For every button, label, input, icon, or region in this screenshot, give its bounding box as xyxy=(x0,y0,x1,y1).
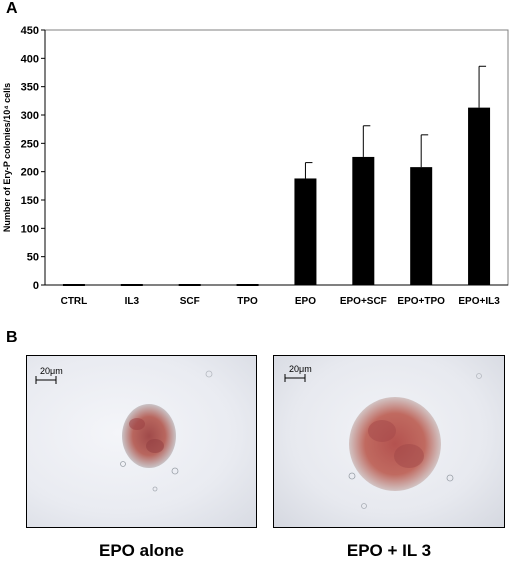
colony-small-image xyxy=(35,370,213,492)
x-tick-label: EPO+TPO xyxy=(397,296,445,307)
panel-b-label: B xyxy=(6,329,18,346)
y-axis-label: Number of Ery-P colonies/10⁴ cells xyxy=(2,83,12,232)
y-tick-label: 250 xyxy=(21,138,39,150)
colony-large-image xyxy=(284,373,482,509)
y-tick-label: 450 xyxy=(21,25,39,37)
x-tick-label: IL3 xyxy=(125,296,140,307)
micrograph-epo-il3: 20μm xyxy=(273,355,505,528)
micrograph-epo-alone: 20μm xyxy=(26,355,257,528)
scale-bar-label: 20μm xyxy=(40,366,63,376)
bar-epo-tpo xyxy=(410,167,433,285)
caption-epo-alone: EPO alone xyxy=(98,541,185,560)
y-tick-label: 100 xyxy=(21,223,39,235)
y-tick-label: 150 xyxy=(21,195,39,207)
panel-a-label: A xyxy=(6,0,18,17)
bar-epo-scf xyxy=(352,156,375,285)
x-tick-label: EPO+SCF xyxy=(340,296,387,307)
colony-large xyxy=(349,397,441,491)
colony-small xyxy=(122,404,176,468)
y-tick-label: 0 xyxy=(33,280,39,292)
plot-frame xyxy=(44,29,509,286)
x-tick-label: SCF xyxy=(180,296,200,307)
y-tick-label: 200 xyxy=(21,167,39,179)
bar-epo xyxy=(294,178,317,285)
scale-bar-label: 20μm xyxy=(289,364,312,374)
x-tick-label: EPO xyxy=(295,296,316,307)
y-tick-label: 50 xyxy=(27,252,39,264)
x-tick-label: CTRL xyxy=(61,296,88,307)
y-tick-label: 300 xyxy=(21,110,39,122)
x-tick-label: TPO xyxy=(237,296,258,307)
y-tick-label: 350 xyxy=(21,82,39,94)
bar-chart: 0 50 100 150 200 250 300 350 400 450 Number of Ery… xyxy=(2,25,509,307)
bar-epo-il3 xyxy=(468,107,491,285)
y-tick-label: 400 xyxy=(21,53,39,65)
x-tick-label: EPO+IL3 xyxy=(458,296,500,307)
caption-epo-il3: EPO + IL 3 xyxy=(346,541,432,560)
